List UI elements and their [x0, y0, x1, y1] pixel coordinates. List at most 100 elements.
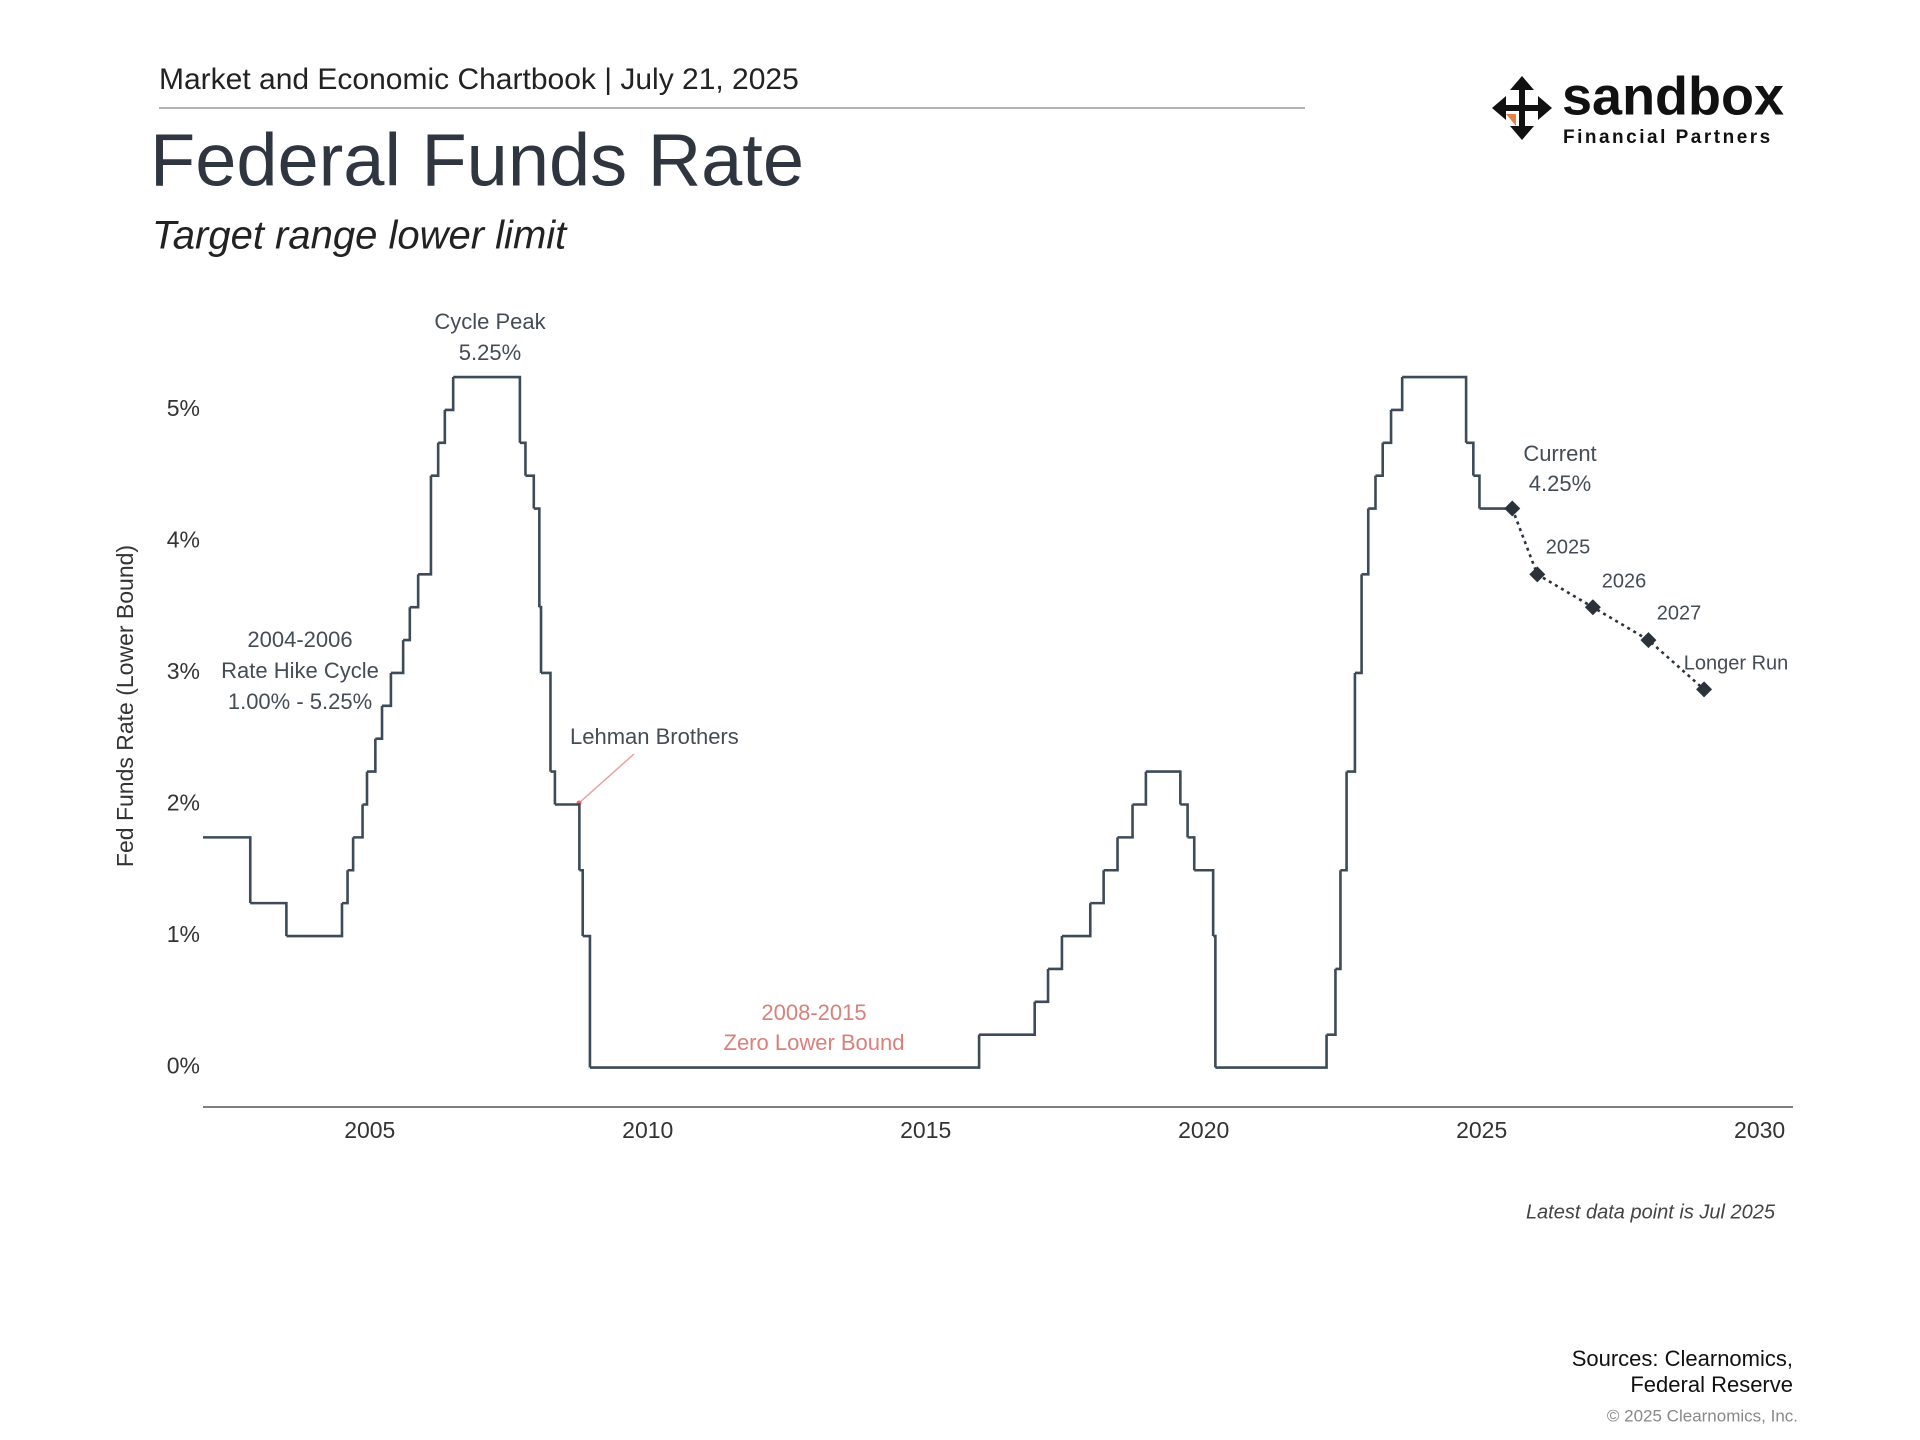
step-segment [1090, 870, 1105, 905]
x-tick-label: 2020 [1178, 1117, 1229, 1143]
point-value-label: 4.25% [1529, 471, 1591, 496]
step-segment [1117, 804, 1134, 839]
annotation: 1.00% - 5.25% [228, 689, 372, 714]
annotation: Cycle Peak [434, 309, 546, 334]
note: Latest data point is Jul 2025 [1526, 1201, 1776, 1223]
step-segment [1326, 968, 1337, 1036]
step-segment [353, 804, 364, 839]
sources: Federal Reserve [1630, 1372, 1793, 1397]
point-label: 2026 [1602, 570, 1647, 592]
y-tick-label: 4% [167, 527, 200, 553]
x-tick-label: 2005 [344, 1117, 395, 1143]
point-label: 2025 [1546, 536, 1591, 558]
projection-point [1584, 599, 1601, 616]
step-segment [1034, 968, 1050, 1004]
step-segment [1466, 441, 1475, 476]
step-segment [1375, 442, 1385, 477]
x-tick-label: 2025 [1456, 1117, 1507, 1143]
step-segment [979, 1001, 1036, 1036]
chart-subtitle: Target range lower limit [152, 214, 568, 258]
step-segment [430, 442, 440, 477]
step-segment [203, 836, 252, 904]
step-segment [519, 441, 527, 476]
step-segment [579, 868, 585, 937]
y-tick-label: 3% [167, 658, 200, 684]
step-segment [582, 934, 592, 1068]
step-segment [1340, 771, 1348, 872]
step-segment [539, 605, 543, 673]
logo-icon [1492, 76, 1552, 140]
step-segment [409, 574, 420, 609]
x-tick-label: 2015 [900, 1117, 951, 1143]
annotation: Zero Lower Bound [724, 1030, 905, 1055]
step-segment [367, 738, 377, 773]
step-segment [1402, 375, 1468, 443]
step-segment [1346, 672, 1357, 773]
y-axis-label: Fed Funds Rate (Lower Bound) [112, 545, 138, 867]
copyright: © 2025 Clearnomics, Inc. [1607, 1406, 1798, 1425]
step-segment [444, 377, 455, 412]
step-segment [533, 507, 541, 608]
step-segment [1354, 574, 1363, 675]
chartbook-header: Market and Economic Chartbook | July 21,… [159, 63, 799, 96]
step-segment [382, 672, 393, 708]
step-segment [541, 671, 552, 772]
step-segment [525, 474, 536, 509]
step-segment [1361, 508, 1370, 576]
point-label: Current [1523, 441, 1596, 466]
x-tick-label: 2030 [1734, 1117, 1785, 1143]
annotation: 5.25% [459, 340, 521, 365]
y-tick-label: 2% [167, 790, 200, 816]
step-segment [1335, 870, 1342, 971]
step-segment [550, 770, 557, 805]
step-segment [1187, 836, 1196, 871]
point-label: 2027 [1657, 602, 1702, 624]
step-segment [347, 837, 355, 872]
projection-point [1696, 681, 1713, 698]
chart-title: Federal Funds Rate [150, 119, 804, 202]
step-segment [1194, 868, 1215, 937]
step-segment [250, 901, 288, 937]
step-segment [1391, 377, 1404, 412]
step-segment [286, 903, 344, 938]
step-segment [1180, 803, 1189, 838]
projection-point [1529, 566, 1546, 583]
step-segment [1061, 903, 1092, 938]
projection-point [1504, 500, 1521, 517]
step-segment [418, 475, 433, 576]
y-tick-label: 5% [167, 395, 200, 421]
point-label: Longer Run [1684, 652, 1789, 674]
step-segment [438, 409, 447, 445]
annotation: Lehman Brothers [570, 724, 739, 749]
step-segment [1145, 770, 1182, 805]
step-segment [1368, 475, 1377, 510]
projection-point [1640, 632, 1657, 649]
step-segment [1132, 771, 1148, 806]
annotation: 2008-2015 [761, 1000, 866, 1025]
logo-name: sandbox [1562, 66, 1784, 126]
step-segment [362, 771, 369, 806]
annotation-arrow [578, 753, 635, 804]
step-segment [390, 640, 405, 675]
y-tick-label: 1% [167, 921, 200, 947]
step-segment [1213, 934, 1217, 1068]
step-segment [341, 870, 349, 905]
step-segment [589, 1034, 981, 1069]
annotation: Rate Hike Cycle [221, 658, 379, 683]
logo-tagline: Financial Partners [1563, 127, 1773, 148]
step-segment [1103, 837, 1119, 872]
step-segment [1382, 409, 1393, 445]
sources: Sources: Clearnomics, [1572, 1346, 1793, 1371]
step-segment [1048, 936, 1064, 971]
x-tick-label: 2010 [622, 1117, 673, 1143]
step-segment [403, 607, 412, 642]
projection-line [1511, 508, 1705, 691]
step-segment [375, 705, 384, 741]
step-segment [1215, 1034, 1328, 1069]
step-segment [554, 803, 581, 871]
step-segment [453, 375, 522, 443]
step-segment [1473, 474, 1481, 509]
y-tick-label: 0% [167, 1053, 200, 1079]
